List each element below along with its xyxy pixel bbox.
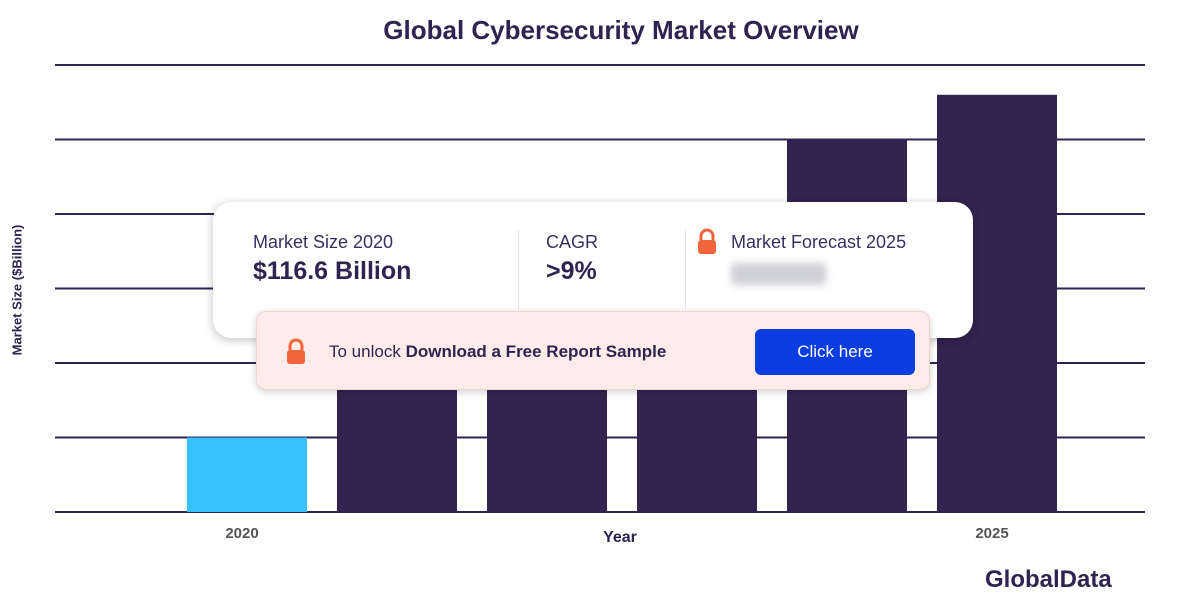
click-button[interactable]: Click here xyxy=(755,329,915,375)
stat-label: Market Forecast 2025 xyxy=(731,232,907,252)
unlock-text: To unlock Download a Free Report Sample xyxy=(329,342,666,362)
stat-label: CAGR xyxy=(546,232,599,252)
chart-title: Global Cybersecurity Market Overview xyxy=(383,15,859,45)
stat-value: $116.6 Billion xyxy=(253,257,412,285)
lock-icon xyxy=(698,228,716,254)
separator xyxy=(518,230,519,310)
blurred-value xyxy=(731,263,826,285)
stat: CAGR >9% xyxy=(546,232,598,286)
bar xyxy=(187,437,307,512)
logo: GlobalData xyxy=(985,566,1112,593)
stat-value: >9% xyxy=(546,257,597,285)
unlock-prefix: To unlock xyxy=(329,342,401,361)
unlock-banner: To unlock Download a Free Report Sample … xyxy=(256,311,930,390)
lock-icon xyxy=(287,338,305,364)
stat: Market Size 2020 $116.6 Billion xyxy=(253,232,411,286)
stat-label: Market Size 2020 xyxy=(253,232,394,252)
x-tick-label: 2020 xyxy=(225,525,258,542)
y-axis-label: Market Size ($Billion) xyxy=(9,225,24,356)
separator xyxy=(685,230,686,310)
stat: Market Forecast 2025 xyxy=(731,232,906,285)
x-tick-label: 2025 xyxy=(975,525,1008,542)
x-axis-label: Year xyxy=(603,529,637,546)
unlock-link-text: Download a Free Report Sample xyxy=(405,342,667,361)
